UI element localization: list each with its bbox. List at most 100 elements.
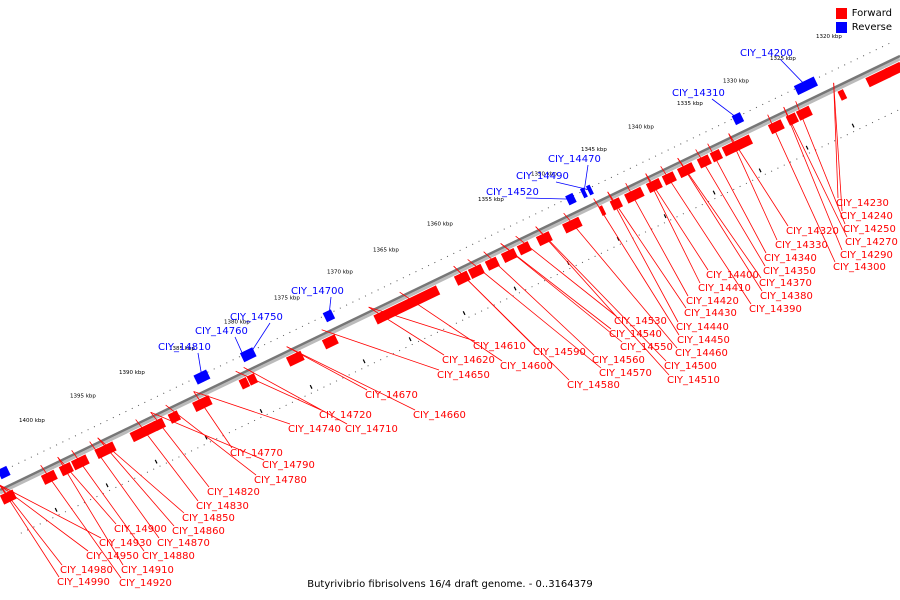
scale-tick bbox=[663, 214, 667, 219]
legend: Forward Reverse bbox=[835, 8, 892, 36]
forward-leader bbox=[150, 411, 265, 461]
forward-leader bbox=[695, 149, 766, 267]
scale-tick-label: 1340 kbp bbox=[628, 125, 654, 131]
scale-tick-label: 1370 kbp bbox=[327, 270, 353, 276]
forward-leader bbox=[707, 143, 767, 254]
forward-gene-label: CIY_14410 bbox=[698, 283, 751, 294]
forward-leader bbox=[660, 166, 752, 305]
forward-gene-label: CIY_14250 bbox=[843, 224, 896, 235]
reverse-leader bbox=[249, 322, 271, 355]
forward-gene bbox=[500, 247, 518, 264]
forward-leader bbox=[783, 106, 843, 251]
scale-tick bbox=[462, 311, 466, 316]
forward-gene bbox=[609, 197, 624, 211]
forward-leader bbox=[677, 157, 763, 292]
forward-gene-label: CIY_14400 bbox=[706, 270, 759, 281]
legend-item-reverse: Reverse bbox=[835, 22, 892, 33]
forward-gene-label: CIY_14320 bbox=[786, 226, 839, 237]
forward-gene bbox=[865, 67, 892, 88]
forward-leader bbox=[286, 346, 416, 411]
scale-tick bbox=[616, 236, 620, 241]
forward-gene-label: CIY_14330 bbox=[775, 240, 828, 251]
scale-tick bbox=[513, 286, 517, 291]
legend-item-forward: Forward bbox=[835, 8, 892, 19]
forward-leader bbox=[89, 441, 160, 539]
scale-tick bbox=[105, 483, 109, 488]
forward-gene-label: CIY_14390 bbox=[749, 304, 802, 315]
forward-gene-label: CIY_14770 bbox=[230, 448, 283, 459]
forward-gene-label: CIY_14670 bbox=[365, 390, 418, 401]
forward-leader bbox=[795, 101, 846, 225]
forward-gene-label: CIY_14340 bbox=[764, 253, 817, 264]
legend-reverse-label: Reverse bbox=[851, 22, 892, 33]
forward-gene-label: CIY_14790 bbox=[262, 460, 315, 471]
reverse-leader bbox=[711, 98, 739, 119]
forward-gene bbox=[785, 112, 800, 126]
forward-gene bbox=[285, 350, 305, 367]
scale-tick bbox=[758, 168, 762, 173]
forward-gene bbox=[246, 373, 259, 386]
forward-gene bbox=[624, 186, 645, 204]
forward-gene bbox=[645, 178, 663, 194]
forward-leader bbox=[728, 133, 778, 241]
scale-tick-label: 1365 kbp bbox=[373, 248, 399, 254]
forward-gene-label: CIY_14910 bbox=[121, 565, 174, 576]
forward-gene-label: CIY_14950 bbox=[86, 551, 139, 562]
forward-leader bbox=[593, 198, 680, 336]
forward-leader bbox=[193, 391, 291, 425]
forward-leader bbox=[0, 484, 89, 552]
forward-gene-label: CIY_14460 bbox=[675, 348, 728, 359]
forward-gene-label: CIY_14870 bbox=[157, 538, 210, 549]
scale-tick bbox=[851, 123, 855, 128]
reverse-gene-label: CIY_14750 bbox=[230, 312, 283, 323]
forward-gene-label: CIY_14230 bbox=[836, 198, 889, 209]
reverse-leader bbox=[555, 181, 591, 191]
forward-leader bbox=[833, 82, 843, 212]
forward-gene-label: CIY_14620 bbox=[442, 355, 495, 366]
forward-gene-label: CIY_14610 bbox=[473, 341, 526, 352]
reverse-leader bbox=[328, 296, 332, 316]
forward-gene-label: CIY_14990 bbox=[57, 577, 110, 588]
forward-gene-label: CIY_14540 bbox=[609, 329, 662, 340]
forward-gene-label: CIY_14780 bbox=[254, 475, 307, 486]
scale-tick-label: 1375 kbp bbox=[274, 295, 300, 301]
forward-leader bbox=[135, 419, 199, 502]
forward-leader bbox=[607, 191, 687, 309]
forward-gene bbox=[562, 216, 583, 234]
forward-gene-label: CIY_14270 bbox=[845, 237, 898, 248]
forward-gene-label: CIY_14430 bbox=[684, 308, 737, 319]
reverse-gene-label: CIY_14810 bbox=[158, 342, 211, 353]
forward-leader bbox=[321, 329, 440, 371]
forward-gene-label: CIY_14850 bbox=[182, 513, 235, 524]
forward-gene-label: CIY_14450 bbox=[677, 335, 730, 346]
forward-leader bbox=[0, 484, 102, 539]
forward-gene-label: CIY_14920 bbox=[119, 578, 172, 589]
forward-gene-label: CIY_14600 bbox=[500, 361, 553, 372]
scale-tick bbox=[154, 459, 158, 464]
forward-gene-label: CIY_14650 bbox=[437, 370, 490, 381]
scale-tick-label: 1330 kbp bbox=[723, 79, 749, 85]
forward-leader bbox=[193, 391, 233, 449]
reverse-gene-label: CIY_14200 bbox=[740, 48, 793, 59]
forward-gene bbox=[484, 256, 500, 271]
forward-gene-label: CIY_14740 bbox=[288, 424, 341, 435]
forward-leader bbox=[645, 173, 709, 271]
forward-leader bbox=[563, 212, 678, 349]
scale-tick-label: 1325 kbp bbox=[770, 56, 796, 62]
forward-gene-label: CIY_14380 bbox=[760, 291, 813, 302]
forward-gene-label: CIY_14290 bbox=[840, 250, 893, 261]
reverse-gene bbox=[0, 465, 11, 480]
scale-tick-label: 1350 kbp bbox=[531, 171, 557, 177]
reverse-gene-label: CIY_14310 bbox=[672, 88, 725, 99]
reverse-leader bbox=[583, 164, 589, 193]
forward-leader bbox=[500, 243, 612, 330]
forward-gene bbox=[535, 231, 553, 247]
forward-gene-label: CIY_14590 bbox=[533, 347, 586, 358]
scale-tick bbox=[362, 359, 366, 364]
forward-gene-label: CIY_14930 bbox=[99, 538, 152, 549]
backbone-shadow bbox=[0, 57, 900, 495]
forward-leader bbox=[368, 306, 445, 356]
forward-gene bbox=[837, 89, 848, 101]
forward-leader bbox=[97, 437, 185, 514]
